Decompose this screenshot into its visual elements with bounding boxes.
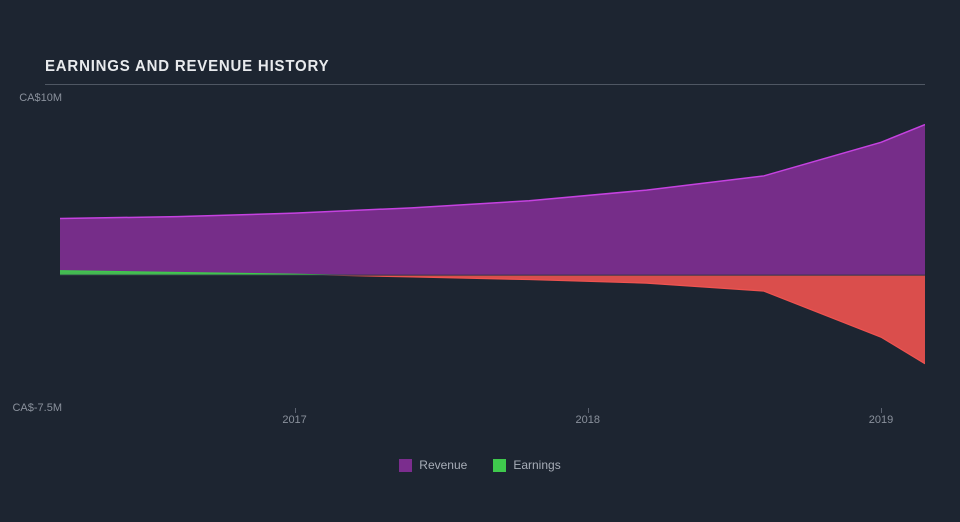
title-divider [45, 84, 925, 85]
x-axis-label: 2018 [576, 414, 600, 426]
y-axis-label: CA$-7.5M [12, 402, 62, 414]
legend-swatch [399, 459, 412, 472]
legend-item: Earnings [493, 458, 560, 472]
chart-area: CA$10MCA$-7.5M201720182019 [60, 98, 925, 408]
legend-label: Revenue [419, 458, 467, 472]
legend-label: Earnings [513, 458, 560, 472]
chart-title: EARNINGS AND REVENUE HISTORY [45, 58, 329, 76]
x-axis-tick [295, 408, 296, 413]
y-axis-label: CA$10M [19, 92, 62, 104]
legend-swatch [493, 459, 506, 472]
x-axis-label: 2019 [869, 414, 893, 426]
chart-svg [60, 98, 925, 408]
x-axis-label: 2017 [282, 414, 306, 426]
legend: Revenue Earnings [0, 458, 960, 472]
x-axis-tick [881, 408, 882, 413]
legend-item: Revenue [399, 458, 467, 472]
x-axis-tick [588, 408, 589, 413]
